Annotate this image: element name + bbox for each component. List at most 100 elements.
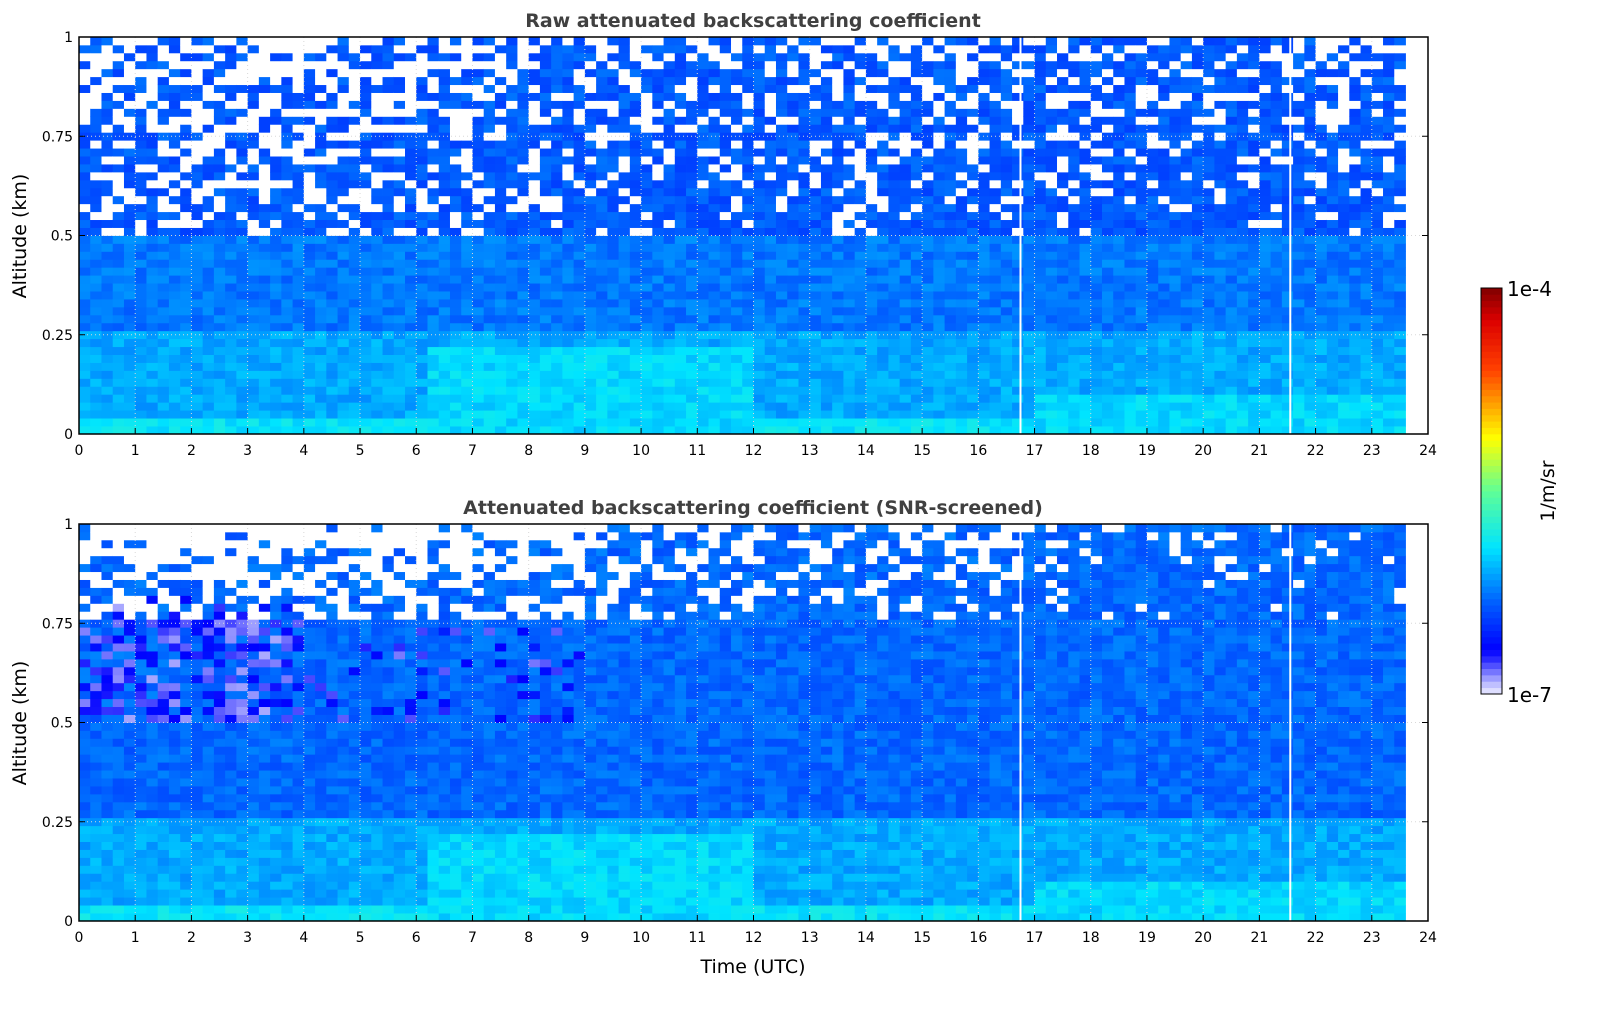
- heatmap-cell: [225, 346, 237, 355]
- heatmap-cell: [517, 394, 530, 403]
- heatmap-cell: [1101, 116, 1114, 125]
- heatmap-cell: [1034, 84, 1047, 93]
- heatmap-cell: [427, 362, 440, 371]
- heatmap-cell: [236, 330, 249, 340]
- heatmap-cell: [326, 148, 338, 157]
- heatmap-cell: [1124, 76, 1137, 86]
- heatmap-cell: [483, 227, 496, 236]
- heatmap-cell: [944, 314, 957, 324]
- heatmap-cell: [382, 275, 395, 284]
- heatmap-cell: [809, 306, 822, 316]
- heatmap-cell: [955, 259, 968, 268]
- heatmap-cell: [652, 37, 664, 46]
- heatmap-cell: [731, 370, 743, 379]
- heatmap-cell: [90, 211, 102, 221]
- heatmap-cell: [1079, 418, 1092, 427]
- heatmap-cell: [472, 235, 485, 244]
- heatmap-cell: [1191, 291, 1204, 300]
- heatmap-cell: [393, 251, 406, 260]
- heatmap-cell: [494, 362, 507, 371]
- heatmap-cell: [371, 283, 383, 292]
- heatmap-cell: [146, 402, 159, 411]
- heatmap-cell: [348, 124, 361, 133]
- heatmap-cell: [393, 291, 406, 300]
- heatmap-cell: [1101, 410, 1114, 419]
- heatmap-cell: [663, 338, 676, 348]
- heatmap-cell: [461, 267, 473, 276]
- heatmap-cell: [79, 203, 91, 213]
- heatmap-cell: [483, 187, 496, 197]
- heatmap-cell: [798, 37, 811, 46]
- heatmap-cell: [348, 37, 361, 46]
- heatmap-cell: [652, 291, 664, 300]
- heatmap-cell: [539, 235, 552, 244]
- heatmap-cell: [539, 227, 552, 236]
- heatmap-cell: [1090, 52, 1103, 62]
- heatmap-cell: [798, 60, 811, 70]
- heatmap-cell: [641, 346, 653, 355]
- heatmap-cell: [798, 291, 811, 300]
- heatmap-cell: [719, 291, 732, 300]
- heatmap-cell: [731, 306, 743, 316]
- heatmap-cell: [989, 84, 1002, 93]
- heatmap-cell: [472, 52, 485, 62]
- heatmap-cell: [955, 402, 968, 411]
- heatmap-cell: [315, 275, 327, 284]
- heatmap-cell: [573, 179, 586, 189]
- heatmap-cell: [101, 394, 114, 403]
- heatmap-cell: [382, 44, 395, 54]
- heatmap-cell: [191, 338, 204, 348]
- heatmap-cell: [1169, 156, 1182, 165]
- heatmap-cell: [146, 267, 159, 276]
- heatmap-cell: [1012, 92, 1024, 101]
- heatmap-cell: [506, 164, 518, 173]
- heatmap-cell: [663, 108, 676, 117]
- heatmap-cell: [809, 211, 822, 221]
- heatmap-cell: [90, 92, 102, 101]
- heatmap-cell: [809, 187, 822, 197]
- heatmap-cell: [101, 418, 114, 427]
- heatmap-cell: [1079, 68, 1092, 78]
- heatmap-cell: [258, 426, 271, 435]
- heatmap-cell: [1068, 235, 1080, 244]
- heatmap-cell: [708, 235, 721, 244]
- heatmap-cell: [854, 52, 867, 62]
- heatmap-cell: [764, 362, 777, 371]
- heatmap-cell: [472, 346, 485, 355]
- heatmap-cell: [708, 60, 721, 70]
- heatmap-cell: [888, 299, 901, 308]
- heatmap-cell: [933, 267, 946, 276]
- heatmap-cell: [955, 362, 968, 371]
- heatmap-cell: [618, 243, 631, 252]
- heatmap-cell: [90, 426, 102, 435]
- heatmap-cell: [506, 426, 518, 435]
- heatmap-cell: [933, 37, 946, 46]
- heatmap-cell: [989, 378, 1002, 387]
- heatmap-cell: [573, 386, 586, 395]
- heatmap-cell: [405, 386, 417, 395]
- heatmap-cell: [888, 378, 901, 387]
- heatmap-cell: [731, 235, 743, 244]
- heatmap-cell: [742, 219, 754, 228]
- heatmap-cell: [899, 314, 912, 324]
- heatmap-cell: [1101, 235, 1114, 244]
- heatmap-cell: [742, 426, 754, 435]
- heatmap-cell: [686, 44, 698, 54]
- heatmap-cell: [629, 346, 642, 355]
- heatmap-cell: [1113, 235, 1125, 244]
- heatmap-cell: [1045, 52, 1058, 62]
- heatmap-cell: [405, 378, 417, 387]
- heatmap-cell: [944, 76, 957, 86]
- heatmap-cell: [899, 283, 912, 292]
- heatmap-cell: [202, 235, 215, 244]
- heatmap-cell: [573, 187, 586, 197]
- heatmap-cell: [1158, 386, 1170, 395]
- heatmap-cell: [764, 426, 777, 435]
- heatmap-cell: [1079, 330, 1092, 340]
- heatmap-cell: [303, 370, 316, 379]
- heatmap-cell: [1045, 84, 1058, 93]
- heatmap-cell: [854, 211, 867, 221]
- heatmap-cell: [191, 124, 204, 133]
- heatmap-cell: [393, 378, 406, 387]
- heatmap-cell: [787, 68, 799, 78]
